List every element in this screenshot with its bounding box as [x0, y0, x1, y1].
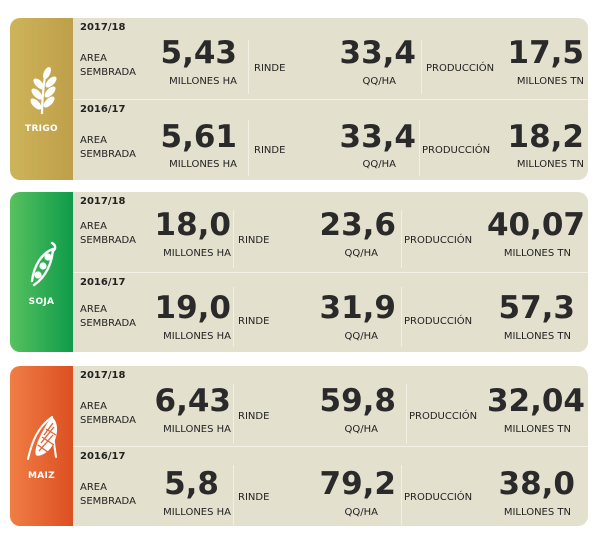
season-year: 2017/18	[80, 370, 126, 381]
crop-name: TRIGO	[25, 124, 58, 134]
crop-sidebar-trigo: TRIGO	[10, 18, 73, 180]
area-value: 6,43	[154, 383, 232, 419]
area-value: 5,43	[160, 35, 238, 71]
divider	[419, 120, 420, 176]
rinde-value: 31,9	[319, 290, 397, 326]
season-year: 2016/17	[80, 277, 126, 288]
season-row: 2017/18 AREA SEMBRADA 18,0 MILLONES HA R…	[73, 192, 588, 272]
produccion-value: 17,5	[507, 35, 585, 71]
divider	[233, 287, 234, 347]
area-unit: MILLONES HA	[163, 507, 231, 518]
crop-card-trigo: TRIGO 2017/18 AREA SEMBRADA 5,43 MILLONE…	[10, 18, 588, 180]
season-row: 2017/18 AREA SEMBRADA 6,43 MILLONES HA R…	[73, 366, 588, 446]
area-value: 18,0	[154, 207, 232, 243]
area-label: AREA SEMBRADA	[80, 221, 136, 246]
rinde-value: 59,8	[319, 383, 397, 419]
season-year: 2016/17	[80, 451, 126, 462]
area-value: 5,61	[160, 119, 238, 155]
season-row: 2016/17 AREA SEMBRADA 5,8 MILLONES HA RI…	[73, 446, 588, 526]
area-unit: MILLONES HA	[169, 159, 237, 170]
crop-name: SOJA	[28, 297, 55, 307]
crop-card-soja: SOJA 2017/18 AREA SEMBRADA 18,0 MILLONES…	[10, 192, 588, 352]
area-unit: MILLONES HA	[163, 331, 231, 342]
produccion-unit: MILLONES TN	[503, 248, 571, 259]
season-year: 2017/18	[80, 196, 126, 207]
rinde-label: RINDE	[238, 411, 270, 422]
soybean-icon	[30, 241, 56, 287]
produccion-label: PRODUCCIÓN	[404, 235, 473, 246]
crop-name: MAIZ	[28, 471, 55, 481]
rinde-label: RINDE	[238, 235, 270, 246]
produccion-value: 40,07	[486, 207, 585, 243]
season-row: 2017/18 AREA SEMBRADA 5,43 MILLONES HA R…	[73, 18, 588, 99]
rinde-unit: QQ/HA	[344, 331, 378, 342]
area-label: AREA SEMBRADA	[80, 304, 136, 329]
crop-sidebar-maiz: MAIZ	[10, 366, 73, 526]
crop-data-panel: 2017/18 AREA SEMBRADA 6,43 MILLONES HA R…	[73, 366, 588, 526]
divider	[248, 40, 249, 94]
season-year: 2016/17	[80, 104, 126, 115]
divider	[401, 465, 402, 525]
rinde-label: RINDE	[238, 492, 270, 503]
crop-sidebar-soja: SOJA	[10, 192, 73, 352]
rinde-label: RINDE	[254, 63, 286, 74]
rinde-label: RINDE	[254, 145, 286, 156]
divider	[233, 465, 234, 525]
season-row: 2016/17 AREA SEMBRADA 19,0 MILLONES HA R…	[73, 272, 588, 352]
produccion-label: PRODUCCIÓN	[404, 316, 473, 327]
rinde-label: RINDE	[238, 316, 270, 327]
produccion-unit: MILLONES TN	[503, 507, 571, 518]
produccion-value: 57,3	[498, 290, 576, 326]
crop-card-maiz: MAIZ 2017/18 AREA SEMBRADA 6,43 MILLONES…	[10, 366, 588, 526]
divider	[406, 384, 407, 444]
produccion-unit: MILLONES TN	[503, 424, 571, 435]
produccion-unit: MILLONES TN	[516, 76, 584, 87]
wheat-icon	[29, 66, 57, 115]
rinde-unit: QQ/HA	[344, 424, 378, 435]
produccion-value: 38,0	[498, 466, 576, 502]
area-label: AREA SEMBRADA	[80, 53, 136, 78]
season-row: 2016/17 AREA SEMBRADA 5,61 MILLONES HA R…	[73, 99, 588, 180]
produccion-label: PRODUCCIÓN	[422, 145, 491, 156]
area-value: 5,8	[164, 466, 219, 502]
produccion-unit: MILLONES TN	[516, 159, 584, 170]
season-year: 2017/18	[80, 22, 126, 33]
divider	[233, 384, 234, 444]
produccion-label: PRODUCCIÓN	[404, 492, 473, 503]
rinde-value: 79,2	[319, 466, 397, 502]
divider	[401, 210, 402, 268]
divider	[248, 120, 249, 176]
crop-data-panel: 2017/18 AREA SEMBRADA 5,43 MILLONES HA R…	[73, 18, 588, 180]
area-value: 19,0	[154, 290, 232, 326]
rinde-unit: QQ/HA	[344, 248, 378, 259]
crop-data-panel: 2017/18 AREA SEMBRADA 18,0 MILLONES HA R…	[73, 192, 588, 352]
area-unit: MILLONES HA	[163, 248, 231, 259]
area-label: AREA SEMBRADA	[80, 401, 136, 426]
area-unit: MILLONES HA	[169, 76, 237, 87]
rinde-value: 33,4	[339, 35, 417, 71]
produccion-unit: MILLONES TN	[503, 331, 571, 342]
divider	[233, 210, 234, 268]
rinde-unit: QQ/HA	[362, 159, 396, 170]
produccion-label: PRODUCCIÓN	[426, 63, 495, 74]
divider	[401, 287, 402, 347]
corn-icon	[26, 416, 57, 460]
produccion-label: PRODUCCIÓN	[409, 411, 478, 422]
rinde-unit: QQ/HA	[344, 507, 378, 518]
produccion-value: 32,04	[486, 383, 585, 419]
rinde-unit: QQ/HA	[362, 76, 396, 87]
rinde-value: 33,4	[339, 119, 417, 155]
divider	[421, 40, 422, 94]
area-label: AREA SEMBRADA	[80, 135, 136, 160]
area-unit: MILLONES HA	[163, 424, 231, 435]
area-label: AREA SEMBRADA	[80, 482, 136, 507]
rinde-value: 23,6	[319, 207, 397, 243]
produccion-value: 18,2	[507, 119, 585, 155]
